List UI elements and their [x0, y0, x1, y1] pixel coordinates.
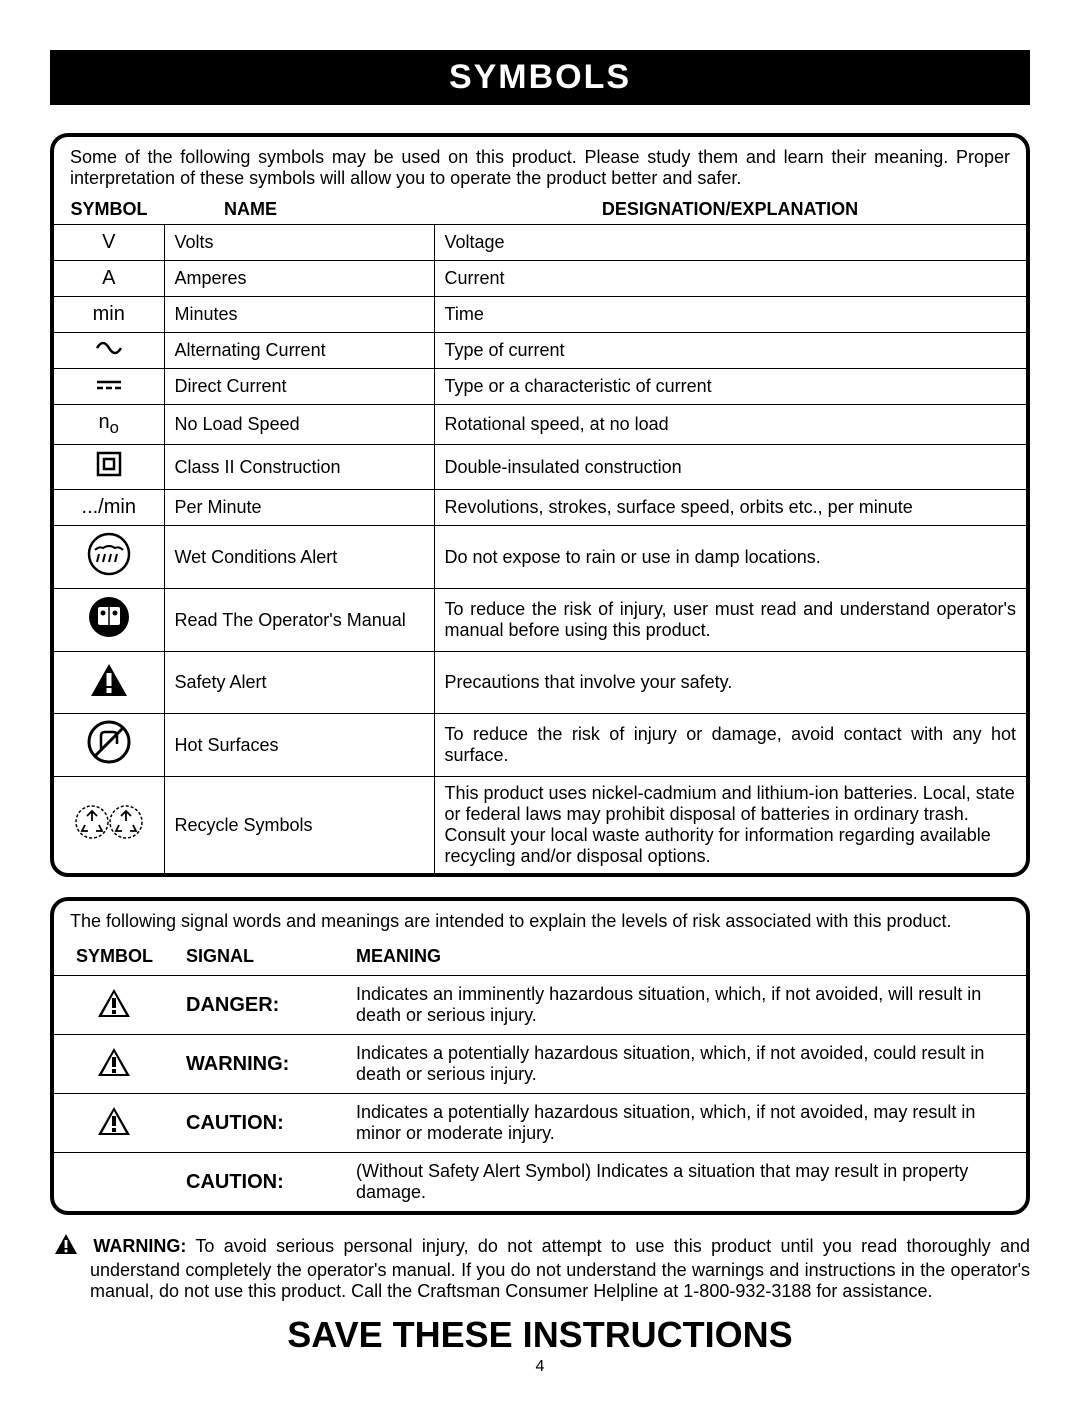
table-row: VVoltsVoltage [54, 225, 1026, 261]
desc-cell: Type of current [434, 333, 1026, 369]
desc-cell: Voltage [434, 225, 1026, 261]
name-cell: Wet Conditions Alert [164, 526, 434, 589]
signal-row: DANGER:Indicates an imminently hazardous… [54, 976, 1026, 1035]
alert-icon [89, 662, 129, 704]
signals-table: SYMBOL SIGNAL MEANING DANGER:Indicates a… [54, 938, 1026, 1211]
alert-icon [96, 1003, 132, 1023]
signal-row: CAUTION:Indicates a potentially hazardou… [54, 1094, 1026, 1153]
table-row: Wet Conditions AlertDo not expose to rai… [54, 526, 1026, 589]
col2-signal: SIGNAL [174, 938, 344, 976]
name-cell: Hot Surfaces [164, 714, 434, 777]
class2-icon [96, 451, 122, 483]
name-cell: Minutes [164, 297, 434, 333]
hot-icon [87, 720, 131, 770]
name-cell: Amperes [164, 261, 434, 297]
symbol-cell [54, 714, 164, 777]
symbol-cell [54, 652, 164, 714]
col-symbol: SYMBOL [54, 195, 164, 225]
symbols-table: SYMBOL NAME DESIGNATION/EXPLANATION VVol… [54, 195, 1026, 873]
col2-meaning: MEANING [344, 938, 1026, 976]
page-header: SYMBOLS [50, 50, 1030, 105]
name-cell: No Load Speed [164, 405, 434, 445]
name-cell: Alternating Current [164, 333, 434, 369]
recycle-icon [74, 803, 144, 847]
alert-icon [96, 1121, 132, 1141]
desc-cell: To reduce the risk of injury, user must … [434, 589, 1026, 652]
symbol-cell [54, 526, 164, 589]
signal-word: CAUTION: [174, 1094, 344, 1153]
desc-cell: To reduce the risk of injury or damage, … [434, 714, 1026, 777]
ac-icon [95, 339, 123, 362]
desc-cell: Current [434, 261, 1026, 297]
alert-icon [54, 1233, 78, 1260]
name-cell: Recycle Symbols [164, 777, 434, 874]
signal-meaning: Indicates a potentially hazardous situat… [344, 1035, 1026, 1094]
name-cell: Direct Current [164, 369, 434, 405]
signal-word: DANGER: [174, 976, 344, 1035]
alert-icon [96, 1062, 132, 1082]
name-cell: Safety Alert [164, 652, 434, 714]
table-row: .../minPer MinuteRevolutions, strokes, s… [54, 490, 1026, 526]
signal-row: WARNING:Indicates a potentially hazardou… [54, 1035, 1026, 1094]
signal-row: CAUTION:(Without Safety Alert Symbol) In… [54, 1153, 1026, 1212]
signal-meaning: Indicates a potentially hazardous situat… [344, 1094, 1026, 1153]
signal-symbol [54, 1153, 174, 1212]
name-cell: Per Minute [164, 490, 434, 526]
warning-paragraph: WARNING: To avoid serious personal injur… [50, 1233, 1030, 1302]
table-row: Direct CurrentType or a characteristic o… [54, 369, 1026, 405]
col2-symbol: SYMBOL [54, 938, 174, 976]
symbols-intro: Some of the following symbols may be use… [54, 137, 1026, 195]
symbol-cell [54, 445, 164, 490]
wet-icon [87, 532, 131, 582]
signal-symbol [54, 1035, 174, 1094]
warning-body: To avoid serious personal injury, do not… [90, 1236, 1030, 1301]
signal-word: WARNING: [174, 1035, 344, 1094]
name-cell: Class II Construction [164, 445, 434, 490]
symbol-cell: no [54, 405, 164, 445]
save-instructions: SAVE THESE INSTRUCTIONS [50, 1314, 1030, 1356]
table-row: Class II ConstructionDouble-insulated co… [54, 445, 1026, 490]
table-row: Read The Operator's ManualTo reduce the … [54, 589, 1026, 652]
dc-icon [95, 375, 123, 398]
signal-word: CAUTION: [174, 1153, 344, 1212]
signals-intro: The following signal words and meanings … [54, 901, 1026, 938]
signals-box: The following signal words and meanings … [50, 897, 1030, 1215]
table-row: Hot SurfacesTo reduce the risk of injury… [54, 714, 1026, 777]
desc-cell: Precautions that involve your safety. [434, 652, 1026, 714]
warning-label: WARNING: [93, 1236, 186, 1256]
table-row: Recycle SymbolsThis product uses nickel-… [54, 777, 1026, 874]
desc-cell: Revolutions, strokes, surface speed, orb… [434, 490, 1026, 526]
desc-cell: This product uses nickel-cadmium and lit… [434, 777, 1026, 874]
symbol-cell: .../min [54, 490, 164, 526]
page-number: 4 [50, 1358, 1030, 1376]
symbol-cell: min [54, 297, 164, 333]
signal-meaning: Indicates an imminently hazardous situat… [344, 976, 1026, 1035]
symbol-cell: A [54, 261, 164, 297]
symbols-box: Some of the following symbols may be use… [50, 133, 1030, 877]
desc-cell: Time [434, 297, 1026, 333]
table-row: AAmperesCurrent [54, 261, 1026, 297]
symbol-cell [54, 333, 164, 369]
table-row: Safety AlertPrecautions that involve you… [54, 652, 1026, 714]
col-name: NAME [164, 195, 434, 225]
desc-cell: Rotational speed, at no load [434, 405, 1026, 445]
table-row: Alternating CurrentType of current [54, 333, 1026, 369]
desc-cell: Double-insulated construction [434, 445, 1026, 490]
symbol-cell [54, 589, 164, 652]
name-cell: Volts [164, 225, 434, 261]
signal-meaning: (Without Safety Alert Symbol) Indicates … [344, 1153, 1026, 1212]
manual-icon [87, 595, 131, 645]
symbol-cell [54, 777, 164, 874]
col-desig: DESIGNATION/EXPLANATION [434, 195, 1026, 225]
signal-symbol [54, 1094, 174, 1153]
table-row: noNo Load SpeedRotational speed, at no l… [54, 405, 1026, 445]
symbol-cell: V [54, 225, 164, 261]
desc-cell: Do not expose to rain or use in damp loc… [434, 526, 1026, 589]
name-cell: Read The Operator's Manual [164, 589, 434, 652]
table-row: minMinutesTime [54, 297, 1026, 333]
signal-symbol [54, 976, 174, 1035]
desc-cell: Type or a characteristic of current [434, 369, 1026, 405]
symbol-cell [54, 369, 164, 405]
